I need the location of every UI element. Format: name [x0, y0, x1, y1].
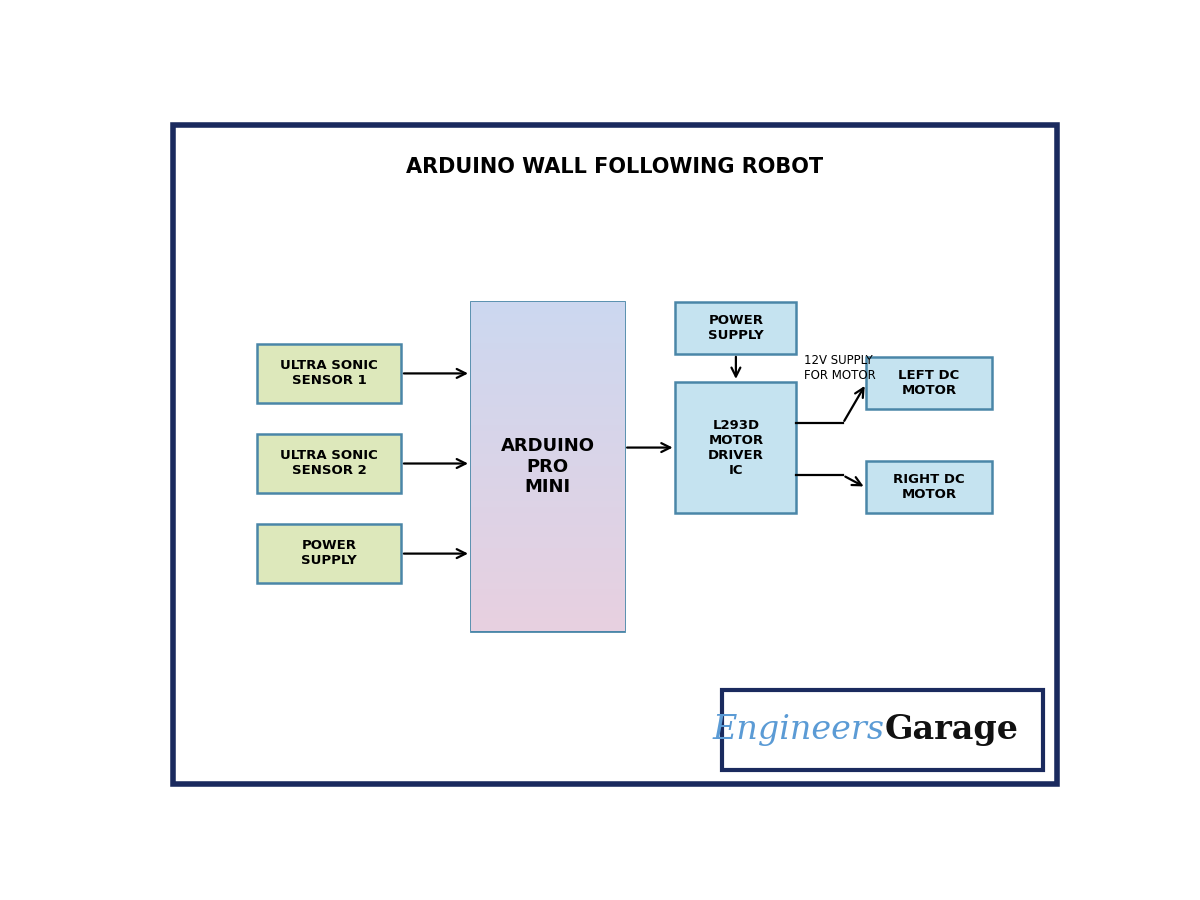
Text: ARDUINO WALL FOLLOWING ROBOT: ARDUINO WALL FOLLOWING ROBOT: [407, 157, 823, 177]
Text: L293D
MOTOR
DRIVER
IC: L293D MOTOR DRIVER IC: [708, 418, 764, 477]
Text: 12V SUPPLY
FOR MOTOR: 12V SUPPLY FOR MOTOR: [804, 354, 876, 382]
Text: POWER
SUPPLY: POWER SUPPLY: [708, 314, 763, 342]
FancyBboxPatch shape: [257, 344, 401, 402]
FancyBboxPatch shape: [257, 524, 401, 582]
FancyBboxPatch shape: [866, 462, 991, 513]
FancyBboxPatch shape: [866, 357, 991, 410]
FancyBboxPatch shape: [676, 302, 797, 354]
Text: ULTRA SONIC
SENSOR 2: ULTRA SONIC SENSOR 2: [280, 449, 378, 477]
Text: RIGHT DC
MOTOR: RIGHT DC MOTOR: [893, 473, 965, 501]
FancyBboxPatch shape: [676, 382, 797, 513]
Text: ARDUINO
PRO
MINI: ARDUINO PRO MINI: [500, 436, 594, 497]
FancyBboxPatch shape: [722, 690, 1043, 770]
Text: POWER
SUPPLY: POWER SUPPLY: [301, 539, 356, 567]
Text: Engineers: Engineers: [713, 714, 884, 746]
FancyBboxPatch shape: [257, 434, 401, 492]
Text: Garage: Garage: [884, 714, 1019, 746]
Text: LEFT DC
MOTOR: LEFT DC MOTOR: [899, 370, 960, 398]
Text: ULTRA SONIC
SENSOR 1: ULTRA SONIC SENSOR 1: [280, 359, 378, 387]
